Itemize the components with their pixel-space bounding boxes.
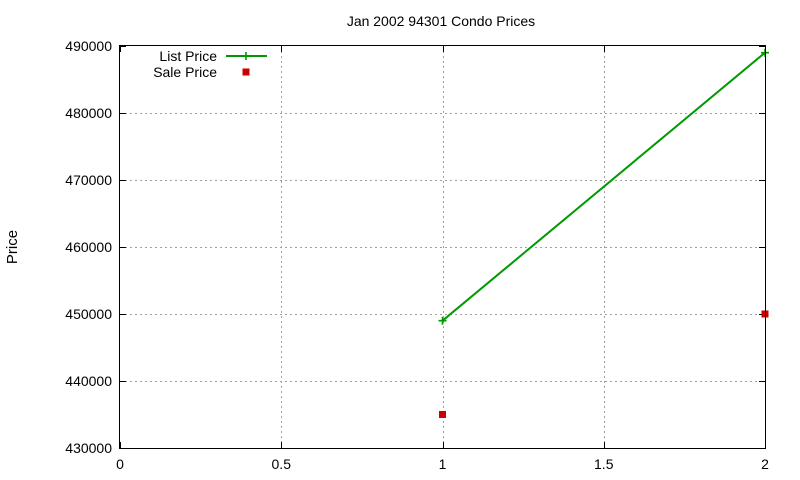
x-tick-label: 0 — [116, 456, 124, 472]
y-axis: 430000 440000 450000 460000 470000 480000 4900… — [65, 38, 765, 456]
x-tick-label: 1 — [439, 456, 447, 472]
x-axis: 0 0.5 1 1.5 2 — [116, 46, 769, 472]
plot-area — [438, 48, 769, 418]
y-tick-label: 440000 — [65, 373, 112, 389]
y-axis-title: Price — [4, 230, 21, 264]
grid — [120, 46, 765, 448]
plot-frame — [119, 45, 766, 449]
legend-plus-marker — [242, 52, 250, 60]
legend-label: Sale Price — [153, 64, 217, 80]
x-tick-label: 0.5 — [272, 456, 292, 472]
y-tick-label: 460000 — [65, 239, 112, 255]
x-tick-label: 2 — [761, 456, 769, 472]
list-price-line — [441, 51, 766, 322]
y-tick-label: 480000 — [65, 105, 112, 121]
y-tick-label: 490000 — [65, 38, 112, 54]
y-tick-label: 470000 — [65, 172, 112, 188]
series-list-price — [438, 48, 769, 325]
legend-label: List Price — [159, 48, 217, 64]
x-tick-label: 1.5 — [594, 456, 614, 472]
y-tick-label: 450000 — [65, 306, 112, 322]
y-tick-label: 430000 — [65, 440, 112, 456]
legend-square-marker — [242, 68, 250, 76]
chart-title: Jan 2002 94301 Condo Prices — [347, 13, 535, 29]
series-sale-price — [439, 310, 769, 418]
list-price-point — [438, 316, 447, 325]
sale-price-point — [439, 411, 446, 418]
